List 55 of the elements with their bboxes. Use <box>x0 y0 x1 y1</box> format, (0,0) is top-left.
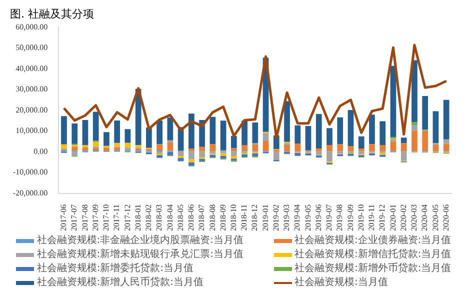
y-tick-label: 40,000.00 <box>16 64 48 73</box>
x-tick-label: 2018-05 <box>176 204 185 232</box>
y-tick-label: 50,000.00 <box>16 43 48 52</box>
y-tick-label: -10,000.00 <box>12 168 48 177</box>
x-tick-label: 2020-04 <box>420 204 430 232</box>
x-tick-label: 2018-10 <box>229 204 238 232</box>
x-tick-label: 2019-08 <box>335 204 344 232</box>
chart-title: 图. 社融及其分项 <box>10 7 94 20</box>
x-tick-label: 2018-06 <box>186 204 196 232</box>
x-tick-label: 2020-03 <box>410 204 419 232</box>
x-tick-label: 2018-09 <box>218 204 228 232</box>
x-tick-label: 2019-12 <box>378 204 387 232</box>
y-tick-label: 10,000.00 <box>16 126 48 136</box>
x-tick-label: 2019-10 <box>356 204 366 232</box>
x-tick-label: 2019-07 <box>324 204 334 232</box>
x-tick-label: 2018-12 <box>250 204 260 232</box>
x-tick-label: 2020-02 <box>398 204 408 232</box>
x-tick-label: 2018-02 <box>144 204 154 232</box>
y-tick-label: 30,000.00 <box>16 84 48 94</box>
x-tick-label: 2019-05 <box>303 204 312 232</box>
y-tick-label: 20,000.00 <box>16 105 48 114</box>
legend-label: 社会融资规模:当月值 <box>294 276 388 289</box>
legend-label: 社会融资规模:新增委托贷款:当月值 <box>36 262 194 275</box>
x-tick-label: 2017-08 <box>80 204 90 232</box>
legend-label: 社会融资规模:新增信托贷款:当月值 <box>294 248 452 261</box>
x-tick-label: 2017-10 <box>102 204 111 232</box>
y-tick-label: 60,000.00 <box>16 22 48 32</box>
x-tick-label: 2020-01 <box>388 204 398 232</box>
x-tick-label: 2017-06 <box>59 204 68 232</box>
x-tick-label: 2020-05 <box>430 204 440 232</box>
x-tick-label: 2019-06 <box>314 204 323 232</box>
x-tick-label: 2018-08 <box>208 204 217 232</box>
x-tick-label: 2019-02 <box>271 204 280 232</box>
x-tick-label: 2018-01 <box>133 204 142 232</box>
x-tick-label: 2019-04 <box>292 204 302 232</box>
x-tick-label: 2017-09 <box>90 204 100 232</box>
legend-label: 社会融资规模:新增未贴现银行承兑汇票:当月值 <box>36 248 244 261</box>
x-tick-label: 2019-11 <box>367 204 376 231</box>
x-tick-label: 2018-04 <box>165 204 174 232</box>
x-tick-label: 2018-03 <box>154 204 164 232</box>
x-tick-label: 2019-03 <box>282 204 292 232</box>
x-tick-label: 2019-09 <box>346 204 355 232</box>
legend-label: 社会融资规模:新增人民币贷款:当月值 <box>36 276 204 289</box>
legend-label: 社会融资规模:非金融企业境内股票融资:当月值 <box>36 234 244 247</box>
x-tick-label: 2018-07 <box>197 204 206 232</box>
legend-label: 社会融资规模:企业债券融资:当月值 <box>294 234 452 247</box>
y-tick-label: -20,000.00 <box>12 188 48 198</box>
legend-label: 社会融资规模:新增外币贷款:当月值 <box>294 262 452 275</box>
x-tick-label: 2019-01 <box>260 204 270 232</box>
x-tick-label: 2020-06 <box>441 204 450 232</box>
x-tick-label: 2017-11 <box>112 204 122 231</box>
x-tick-label: 2017-12 <box>122 204 132 232</box>
x-tick-label: 2017-07 <box>70 204 79 232</box>
x-tick-label: 2018-11 <box>240 204 249 231</box>
y-tick-label: 0.00 <box>34 146 48 156</box>
